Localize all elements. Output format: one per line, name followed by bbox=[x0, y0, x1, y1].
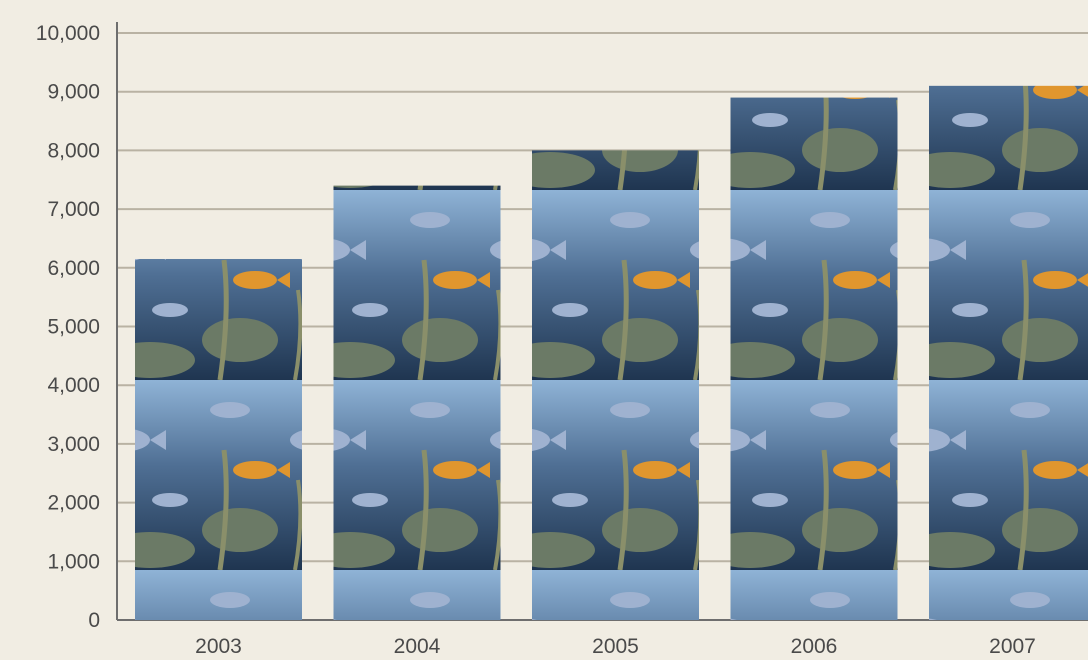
y-tick-label: 6,000 bbox=[47, 257, 100, 280]
bar-2007 bbox=[929, 85, 1088, 620]
bar-2004 bbox=[333, 185, 501, 620]
y-tick-label: 5,000 bbox=[47, 316, 100, 339]
y-tick-label: 7,000 bbox=[47, 198, 100, 221]
y-tick-label: 0 bbox=[88, 609, 100, 632]
y-tick-label: 2,000 bbox=[47, 492, 100, 515]
y-tick-labels: 0 1,000 2,000 3,000 4,000 5,000 6,000 7,000 8,00… bbox=[36, 22, 100, 632]
y-tick-label: 3,000 bbox=[47, 433, 100, 456]
y-tick-label: 8,000 bbox=[47, 139, 100, 162]
y-tick-label: 10,000 bbox=[36, 22, 100, 45]
x-tick-label: 2005 bbox=[592, 635, 639, 658]
bar-2006 bbox=[730, 97, 898, 620]
x-tick-labels: 2003 2004 2005 2006 2007 bbox=[195, 635, 1036, 658]
bars bbox=[135, 85, 1088, 620]
y-tick-label: 4,000 bbox=[47, 374, 100, 397]
x-tick-label: 2007 bbox=[989, 635, 1036, 658]
x-tick-label: 2004 bbox=[394, 635, 441, 658]
x-tick-label: 2006 bbox=[791, 635, 838, 658]
bar-2005 bbox=[532, 150, 699, 620]
x-tick-label: 2003 bbox=[195, 635, 242, 658]
y-tick-label: 9,000 bbox=[47, 81, 100, 104]
bar-2003 bbox=[135, 258, 302, 620]
y-tick-label: 1,000 bbox=[47, 550, 100, 573]
